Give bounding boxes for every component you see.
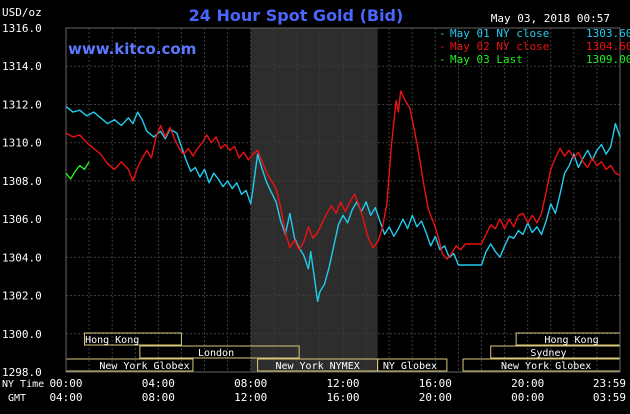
market-session-label: Sydney <box>530 348 566 359</box>
x-tick-label-gmt: 00:00 <box>511 391 544 404</box>
legend-entry-value: 1309.00 <box>586 53 630 66</box>
series-line <box>65 161 90 180</box>
x-tick-label-ny: 00:00 <box>49 377 82 390</box>
market-session-label: NY Globex <box>383 361 437 372</box>
market-session-bar <box>83 332 182 346</box>
market-session-label: Hong Kong <box>544 335 598 346</box>
x-tick-label-gmt: 16:00 <box>326 391 359 404</box>
y-tick-label: 1314.0 <box>2 60 42 73</box>
x-tick-label-ny: 04:00 <box>142 377 175 390</box>
site-label: www.kitco.com <box>68 40 196 58</box>
market-session-label: New York Globex <box>99 361 189 372</box>
legend-marker: - <box>439 53 446 66</box>
x-axis-label-gmt: GMT <box>8 393 26 404</box>
x-tick-label-gmt: 20:00 <box>419 391 452 404</box>
legend-entry-name: May 02 NY close <box>450 40 549 53</box>
highlight-band <box>250 28 378 372</box>
x-tick-label-gmt: 12:00 <box>234 391 267 404</box>
market-session-label: London <box>198 348 234 359</box>
x-tick-label-gmt: 03:59 <box>593 391 626 404</box>
y-tick-label: 1298.0 <box>2 366 42 379</box>
x-tick-label-ny: 12:00 <box>326 377 359 390</box>
market-session-label: Hong Kong <box>85 335 139 346</box>
x-tick-label-ny: 08:00 <box>234 377 267 390</box>
legend-marker: - <box>439 40 446 53</box>
plot-frame <box>65 27 621 373</box>
series-line <box>65 90 621 260</box>
legend-marker: - <box>439 27 446 40</box>
y-tick-label: 1316.0 <box>2 22 42 35</box>
x-axis-label-ny: NY Time <box>2 379 44 390</box>
market-session-label: New York Globex <box>501 361 591 372</box>
y-tick-label: 1302.0 <box>2 290 42 303</box>
chart-title: 24 Hour Spot Gold (Bid) <box>189 6 404 25</box>
chart-date: May 03, 2018 00:57 <box>491 12 610 25</box>
market-session-label: New York NYMEX <box>275 361 359 372</box>
market-session-bar <box>139 345 300 359</box>
x-tick-label-ny: 16:00 <box>419 377 452 390</box>
y-tick-label: 1306.0 <box>2 213 42 226</box>
legend-entry-value: 1303.60 <box>586 27 630 40</box>
y-tick-label: 1312.0 <box>2 98 42 111</box>
y-tick-label: 1304.0 <box>2 251 42 264</box>
y-axis-label: USD/oz <box>2 6 42 19</box>
y-tick-label: 1308.0 <box>2 175 42 188</box>
x-tick-label-ny: 23:59 <box>593 377 626 390</box>
series-line <box>65 105 621 302</box>
legend-entry-value: 1304.60 <box>586 40 630 53</box>
y-tick-label: 1310.0 <box>2 137 42 150</box>
legend-entry-name: May 03 Last <box>450 53 523 66</box>
y-tick-label: 1300.0 <box>2 328 42 341</box>
x-tick-label-ny: 20:00 <box>511 377 544 390</box>
legend-entry-name: May 01 NY close <box>450 27 549 40</box>
x-tick-label-gmt: 08:00 <box>142 391 175 404</box>
market-session-bar <box>377 358 448 372</box>
x-tick-label-gmt: 04:00 <box>49 391 82 404</box>
